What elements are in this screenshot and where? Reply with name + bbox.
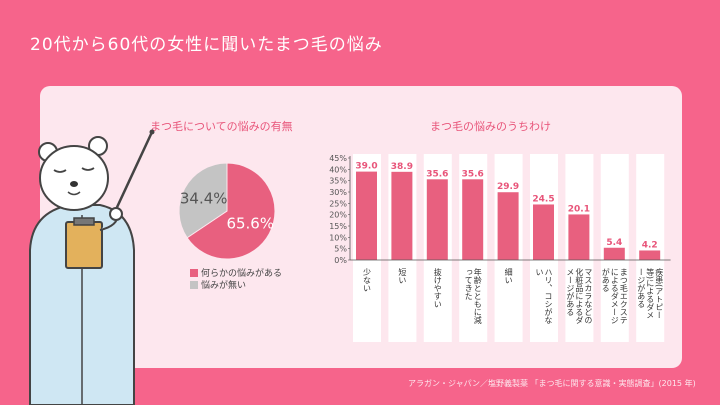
legend-swatch (190, 269, 198, 277)
bar-value-label: 4.2 (642, 240, 658, 250)
page-title: 20代から60代の女性に聞いたまつ毛の悩み (30, 35, 383, 55)
bar (356, 171, 377, 260)
bar-value-label: 35.6 (462, 169, 484, 179)
bar (639, 250, 661, 260)
y-tick-label: 0% (334, 256, 347, 265)
bar (533, 204, 554, 260)
bar (497, 192, 519, 260)
x-category-label: マスカラなどの化粧品によるダメージがある (566, 267, 593, 324)
y-tick-label: 25% (329, 199, 347, 208)
bar-value-label: 24.5 (532, 194, 554, 204)
legend-label: 何らかの悩みがある (201, 269, 283, 279)
bar-chart-title: まつ毛の悩みのうちわけ (430, 120, 551, 133)
bar (568, 214, 590, 260)
pie-slice (186, 162, 276, 260)
y-tick-label: 45% (329, 154, 347, 163)
bar (603, 247, 625, 260)
y-tick-label: 5% (334, 245, 347, 254)
bear-hand (109, 207, 123, 221)
bar-value-label: 29.9 (497, 182, 519, 192)
y-tick-label: 35% (329, 177, 347, 186)
bar-value-label: 38.9 (391, 162, 413, 172)
y-tick-label: 20% (329, 211, 347, 220)
y-tick-label: 15% (329, 222, 347, 231)
x-category-label: 細い (504, 267, 513, 284)
pointer-tip (149, 129, 155, 135)
pie-chart: 65.6% 34.4% (178, 162, 276, 260)
source-caption: アラガン・ジャパン／塩野義製薬 「まつ毛に関する意識・実態調査」(2015 年) (408, 379, 696, 388)
legend-item-issue: 何らかの悩みがある (190, 266, 282, 279)
x-category-label: 短い (398, 267, 407, 284)
legend-swatch (190, 281, 198, 289)
bar-value-label: 35.6 (426, 169, 448, 179)
pie-chart-title: まつ毛についての悩みの有無 (150, 120, 293, 133)
pointer-stick (110, 131, 154, 219)
x-category-label: 抜けやすい (433, 267, 442, 308)
x-category-label: 少ない (363, 268, 372, 292)
bar (391, 171, 413, 260)
bar (462, 179, 484, 260)
legend-label: 悩みが無い (201, 281, 247, 291)
y-tick-label: 40% (329, 165, 347, 174)
legend-item-no-issue: 悩みが無い (190, 278, 246, 291)
x-category-label: 年齢とともに減ってきた (464, 267, 482, 325)
category-column (636, 154, 665, 342)
y-tick-label: 10% (329, 233, 347, 242)
pie-slice-label: 65.6% (226, 214, 274, 232)
bar-value-label: 39.0 (355, 162, 377, 172)
bear-head (39, 145, 109, 211)
bar-value-label: 20.1 (568, 204, 590, 214)
y-tick-label: 30% (329, 188, 347, 197)
bar (426, 179, 448, 260)
x-category-label: 疾患(アトピー等)によるダメージがある (637, 267, 664, 319)
bar-chart: 0% 5% 10% 15% 20% 25% 30% 35% 40% 45% 39.0 少ない 38.9 短… (329, 154, 671, 342)
pie-slice-label: 34.4% (180, 190, 228, 208)
x-category-label: まつ毛エクステによるダメージがある (601, 267, 628, 324)
pie-slice (178, 162, 228, 239)
bar-value-label: 5.4 (606, 238, 622, 248)
x-category-label: ハリ、コシがない (535, 268, 553, 324)
